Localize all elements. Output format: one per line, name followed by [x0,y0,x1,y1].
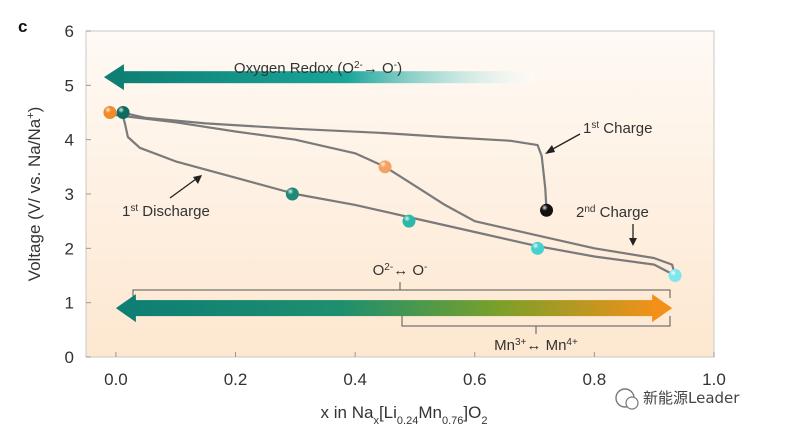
y-tick-label: 5 [65,76,74,95]
first-discharge-label: 1st Discharge [122,203,210,221]
y-axis-title: Voltage (V/ vs. Na/Na+) [25,107,44,282]
oxygen-redox-arrow [103,64,535,91]
first-charge-pointer-head [545,145,555,154]
oxygen-couple-label: O2-↔ O- [373,262,428,280]
curve-annotations: 1st Charge 1st Discharge 2nd Charge [122,120,653,246]
voltage-curves [109,111,677,277]
watermark-text: 新能源Leader [643,389,740,407]
x-tick-label: 1.0 [702,370,726,389]
state-marker-highlight [103,106,117,119]
first-discharge-pointer [169,178,197,199]
curve-2nd-charge [109,111,677,276]
x-tick-label: 0.4 [343,370,367,389]
y-tick-label: 0 [65,348,74,367]
y-tick-label: 3 [65,185,74,204]
first-charge-pointer [550,133,581,151]
watermark: 新能源Leader [615,388,740,410]
curve-1st-charge [121,111,548,211]
y-tick-label: 2 [65,239,74,258]
x-axis-title: x in Nax[Li0.24Mn0.76]O2 [321,403,488,427]
state-marker-highlight [285,187,299,201]
curve-1st-discharge [120,112,676,277]
x-tick-label: 0.2 [224,370,248,389]
redox-band-arrow [115,294,673,323]
state-marker-highlight [540,203,554,217]
x-tick-label: 0.8 [583,370,607,389]
x-tick-label: 0.0 [104,370,128,389]
panel-label: c [18,17,27,36]
x-tick-label: 0.6 [463,370,487,389]
first-discharge-pointer-head [193,175,202,184]
state-marker-highlight [531,241,545,255]
manganese-couple-label: Mn3+↔ Mn4+ [494,337,578,355]
state-marker-highlight [668,269,682,282]
second-charge-pointer-head [629,238,637,246]
state-marker-highlight [402,214,416,228]
second-charge-label: 2nd Charge [576,204,649,222]
wechat-icon-bubble [625,396,639,410]
state-marker-highlight [378,160,392,174]
x-axis-ticks: 0.0 0.2 0.4 0.6 0.8 1.0 [104,352,726,389]
state-marker-highlight [116,106,130,119]
y-axis-ticks: 0 1 2 3 4 5 6 [65,22,91,367]
first-charge-label: 1st Charge [583,120,653,138]
y-tick-label: 1 [65,294,74,313]
redox-brackets [132,282,671,334]
y-tick-label: 4 [65,131,74,150]
y-tick-label: 6 [65,22,74,41]
oxygen-redox-label: Oxygen Redox (O2-→ O-) [234,60,402,78]
state-markers [103,106,682,282]
